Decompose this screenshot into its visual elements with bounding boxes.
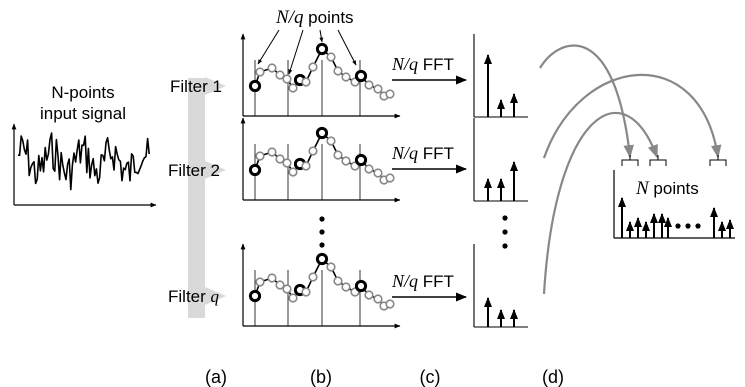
- filter-band-arrow-2: [205, 161, 226, 179]
- sample-point: [364, 164, 374, 174]
- selected-sample: [248, 79, 262, 93]
- reorder-arrow-3: [542, 112, 659, 295]
- sample-point: [282, 284, 292, 294]
- top-points-label: N/q points: [257, 7, 357, 75]
- sample-point: [373, 84, 383, 94]
- fft-label-3: N/q FFT: [391, 271, 454, 291]
- sample-point: [308, 146, 318, 156]
- sample-point: [288, 293, 298, 303]
- sample-point: [282, 158, 292, 168]
- selected-sample: [248, 163, 262, 177]
- sample-point: [341, 156, 351, 166]
- filter-arrow-band: [188, 77, 226, 318]
- sample-point: [373, 294, 383, 304]
- input-signal-waveform: [17, 132, 150, 191]
- selected-sample: [354, 279, 368, 293]
- output-spectrum: N points: [613, 155, 735, 239]
- selected-sample: [354, 153, 368, 167]
- sample-point: [275, 70, 285, 80]
- sample-point: [255, 151, 265, 161]
- pointer-arrow-1: [257, 29, 280, 65]
- selected-sample: [315, 252, 329, 266]
- n-points-label: N points: [635, 178, 699, 199]
- sample-point: [255, 277, 265, 287]
- sample-point: [267, 63, 277, 73]
- sample-point: [326, 136, 336, 146]
- fft-label-2: N/q FFT: [391, 143, 454, 163]
- pointer-arrow-3: [319, 29, 324, 43]
- sample-point: [308, 62, 318, 72]
- sample-point: [282, 74, 292, 84]
- fft-label-1: N/q FFT: [391, 54, 454, 74]
- sample-point: [301, 287, 311, 297]
- caption-b: (b): [310, 367, 332, 387]
- ellipsis-b: [319, 216, 325, 248]
- subsampled-plots: [240, 33, 401, 329]
- sample-point: [333, 66, 343, 76]
- filter-band-bar: [188, 78, 205, 318]
- captions: (a) (b) (c) (d): [205, 367, 564, 387]
- sample-point: [385, 299, 395, 309]
- filter-band-arrow-3: [205, 287, 226, 305]
- fft-spectrum-3: [473, 244, 528, 328]
- nq-points-label: N/q points: [275, 7, 354, 28]
- reorder-arrow-1: [539, 44, 634, 159]
- sample-point: [267, 147, 277, 157]
- reorder-arrows: [539, 44, 722, 295]
- sample-point: [385, 173, 395, 183]
- sample-point: [255, 67, 265, 77]
- sample-point: [275, 280, 285, 290]
- selected-sample: [315, 126, 329, 140]
- reorder-arrow-2: [542, 73, 722, 159]
- subsampled-plot-2: [240, 117, 401, 203]
- sample-point: [288, 83, 298, 93]
- filter-labels: Filter 1 Filter 2 Filter q: [168, 77, 222, 306]
- selected-sample: [354, 69, 368, 83]
- pointer-arrow-2: [288, 29, 304, 75]
- fft-spectrum-2: [473, 118, 528, 202]
- sample-point: [341, 282, 351, 292]
- sample-point: [364, 290, 374, 300]
- sample-point: [333, 150, 343, 160]
- sample-point: [385, 89, 395, 99]
- sample-point: [267, 273, 277, 283]
- filter-2-label: Filter 2: [168, 161, 220, 180]
- fft-spectra: [473, 34, 528, 328]
- input-signal-panel: N-points input signal: [11, 83, 157, 208]
- sample-point: [326, 52, 336, 62]
- ellipsis-d: [675, 223, 701, 229]
- filter-1-label: Filter 1: [170, 77, 222, 96]
- sample-point: [288, 167, 298, 177]
- pointer-arrow-4: [337, 29, 357, 66]
- subsampled-plot-1: [240, 33, 401, 119]
- fft-stage: N/q FFT N/q FFT N/q FFT: [391, 34, 528, 328]
- output-bins: [618, 197, 734, 238]
- sample-point: [301, 161, 311, 171]
- sample-point: [308, 272, 318, 282]
- caption-a: (a): [205, 367, 227, 387]
- filter-q-label: Filter q: [168, 287, 220, 306]
- caption-c: (c): [420, 367, 441, 387]
- input-label-line1: N-points: [51, 83, 114, 102]
- group-braces: [621, 155, 727, 166]
- selected-sample: [248, 289, 262, 303]
- input-label-line2: input signal: [40, 104, 126, 123]
- filter-band-arrow-1: [205, 77, 226, 95]
- sample-point: [275, 154, 285, 164]
- ellipsis-c: [502, 215, 508, 249]
- sample-point: [326, 262, 336, 272]
- sample-point: [341, 72, 351, 82]
- selected-sample: [315, 42, 329, 56]
- sample-point: [301, 77, 311, 87]
- caption-d: (d): [542, 367, 564, 387]
- subsampled-plot-3: [240, 243, 401, 329]
- sample-point: [364, 80, 374, 90]
- sample-point: [373, 168, 383, 178]
- fft-spectrum-1: [473, 34, 528, 118]
- sample-point: [333, 276, 343, 286]
